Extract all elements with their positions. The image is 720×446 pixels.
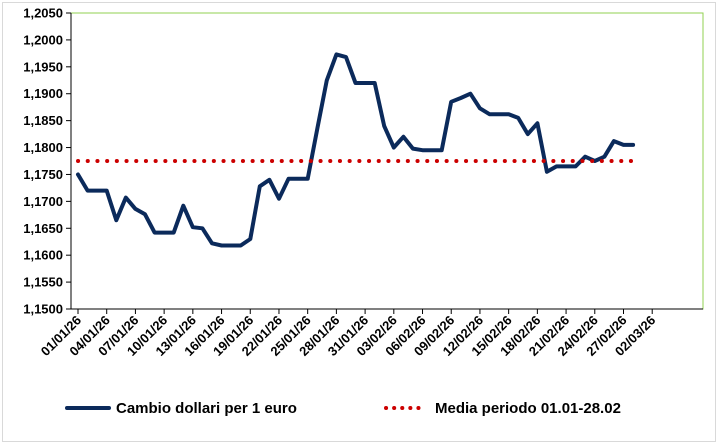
exchange-rate-line [76,52,636,248]
y-tick-label: 1,1500 [23,302,63,317]
x-axis: 01/01/2604/01/2607/01/2610/01/2613/01/26… [38,308,703,359]
y-tick-label: 1,1800 [23,140,63,155]
y-tick-label: 1,2000 [23,32,63,47]
line-chart: 1,1500 1,1550 1,1600 1,1650 1,1700 1,1750 1,18… [23,6,704,417]
y-tick-label: 1,1750 [23,167,63,182]
legend-label-average: Media periodo 01.01-28.02 [435,400,621,417]
legend-label-exchange-rate: Cambio dollari per 1 euro [116,400,297,417]
y-tick-label: 1,1700 [23,194,63,209]
y-tick-label: 1,1850 [23,113,63,128]
y-tick-label: 1,1950 [23,59,63,74]
series-layer [76,52,636,248]
y-tick-label: 1,1550 [23,275,63,290]
y-tick-label: 1,1650 [23,221,63,236]
y-tick-label: 1,1900 [23,86,63,101]
y-tick-label: 1,2050 [23,6,63,21]
y-tick-label: 1,1600 [23,248,63,263]
chart-frame: 1,1500 1,1550 1,1600 1,1650 1,1700 1,1750 1,18… [2,2,716,442]
legend: Cambio dollari per 1 euro Media periodo 0… [65,400,621,417]
y-axis: 1,1500 1,1550 1,1600 1,1650 1,1700 1,1750 1,18… [23,6,72,317]
